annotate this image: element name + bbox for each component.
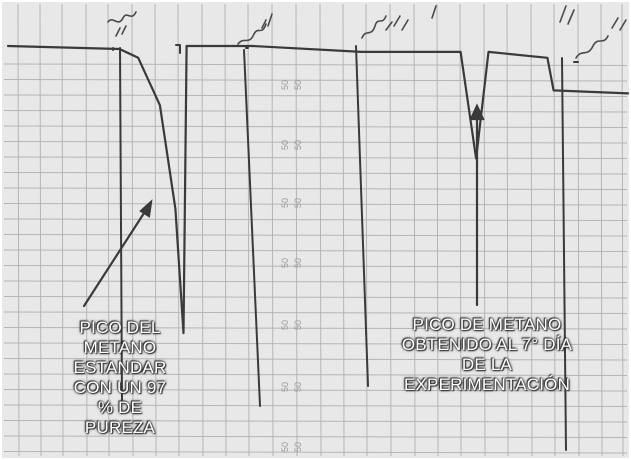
grid-line-horizontal — [3, 187, 628, 190]
annotation-line: % DE — [97, 398, 143, 417]
grid-line-horizontal — [3, 373, 628, 376]
grid-line-horizontal — [3, 404, 628, 407]
annotation-line: OBTENIDO AL 7° DÍA — [401, 335, 573, 354]
scale-mark: 50 — [280, 320, 290, 330]
scribble — [237, 23, 267, 45]
scribble — [575, 35, 609, 59]
scale-mark: 50 — [293, 258, 303, 268]
annotation-line: PICO DEL — [79, 318, 161, 337]
grid-line-horizontal — [3, 389, 628, 392]
grid-line-vertical — [436, 3, 439, 457]
annotation-line: PUREZA — [84, 418, 156, 437]
chromatogram-trace-tail — [112, 44, 579, 63]
annotation-line: METANO — [83, 338, 157, 357]
grid-line-horizontal — [3, 94, 628, 97]
annotation-line: PICO DE METANO — [412, 315, 562, 334]
annotation-line: CON UN 97 — [73, 378, 167, 397]
grid-line-vertical — [177, 3, 180, 457]
annotation-arrows — [82, 103, 485, 308]
grid-line-vertical — [621, 3, 624, 457]
grid-line-horizontal — [3, 311, 628, 314]
scribble — [361, 15, 387, 39]
grid-line-horizontal — [3, 342, 628, 345]
grid-line-vertical — [483, 3, 486, 457]
annotation-line: DE LA — [461, 355, 513, 374]
arrowhead-day7-peak — [469, 103, 485, 121]
grid-line-vertical — [530, 3, 533, 457]
scribble — [385, 15, 409, 31]
scale-mark: 50 — [280, 80, 290, 90]
grid-line-vertical — [201, 3, 204, 457]
pen-trace — [6, 44, 630, 451]
arrowhead-standard-peak — [139, 199, 153, 218]
grid-line-horizontal — [3, 435, 628, 438]
scale-markings: 50 50 50 50 50 50 50 50 50 50 50 50 50 5… — [280, 80, 303, 452]
scale-mark: 50 — [293, 382, 303, 392]
grid-line-vertical — [506, 3, 509, 457]
grid-line-vertical — [459, 3, 462, 457]
handwritten-scribbles — [107, 5, 627, 59]
grid-line-vertical — [389, 3, 392, 457]
grid-line-horizontal — [3, 218, 628, 221]
grid-line-vertical — [577, 3, 580, 457]
grid-line-horizontal — [3, 203, 628, 206]
grid-line-horizontal — [3, 172, 628, 175]
scribble — [261, 13, 273, 29]
scale-mark: 50 — [293, 442, 303, 452]
grid-line-horizontal — [3, 156, 628, 159]
grid-line-horizontal — [3, 327, 628, 330]
scribble — [431, 5, 437, 19]
grid-line-vertical — [224, 3, 227, 457]
grid-line-vertical — [271, 3, 274, 457]
grid-line-horizontal — [3, 141, 628, 144]
arrow-standard-peak — [82, 208, 148, 308]
scale-mark: 50 — [293, 80, 303, 90]
scale-mark: 50 — [280, 198, 290, 208]
grid-line-horizontal — [3, 125, 628, 128]
scribble — [107, 11, 137, 23]
scribble — [559, 5, 575, 25]
annotation-line: ESTANDAR — [73, 358, 167, 377]
grid-line-horizontal — [3, 265, 628, 268]
scale-mark: 50 — [293, 140, 303, 150]
grid-line-vertical — [342, 3, 345, 457]
scale-mark: 50 — [280, 442, 290, 452]
scale-mark: 50 — [293, 320, 303, 330]
grid-line-horizontal — [3, 79, 628, 82]
grid-line-vertical — [319, 3, 322, 457]
annotation-day7-peak: PICO DE METANO OBTENIDO AL 7° DÍA DE LA … — [376, 315, 598, 395]
chart-grid — [3, 3, 628, 457]
scribble — [115, 25, 127, 37]
scribble — [611, 17, 627, 31]
grid-line-vertical — [600, 3, 603, 457]
grid-line-horizontal — [3, 420, 628, 423]
grid-line-horizontal — [3, 296, 628, 299]
grid-line-vertical — [413, 3, 416, 457]
grid-line-horizontal — [3, 234, 628, 237]
scale-mark: 50 — [280, 140, 290, 150]
grid-line-horizontal — [3, 63, 628, 66]
grid-line-horizontal — [3, 358, 628, 361]
pen-marker-line — [119, 45, 567, 451]
annotation-line: EXPERIMENTACIÓN — [403, 375, 571, 394]
scale-mark: 50 — [280, 382, 290, 392]
grid-line-horizontal — [3, 110, 628, 113]
grid-line-horizontal — [3, 280, 628, 283]
annotation-standard-peak: PICO DEL METANO ESTANDAR CON UN 97 % DE … — [36, 318, 204, 438]
grid-line-horizontal — [3, 451, 628, 454]
grid-line-horizontal — [3, 249, 628, 252]
scale-mark: 50 — [280, 258, 290, 268]
grid-line-vertical — [154, 3, 157, 457]
grid-line-vertical — [553, 3, 556, 457]
grid-line-vertical — [247, 3, 250, 457]
scale-mark: 50 — [293, 198, 303, 208]
grid-line-vertical — [295, 3, 298, 457]
chromatogram-trace — [6, 44, 630, 335]
